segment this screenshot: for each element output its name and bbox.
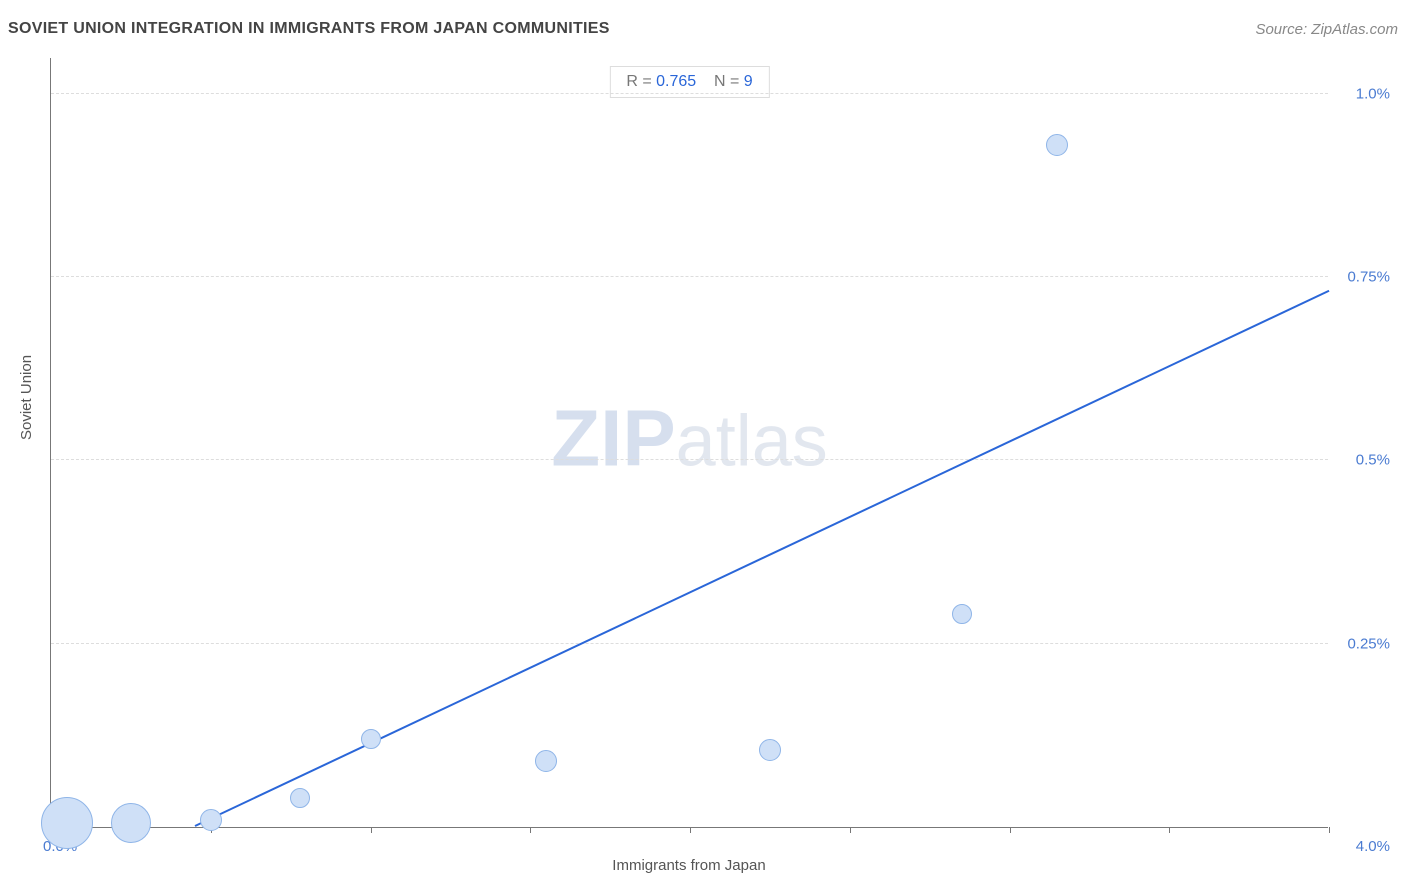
x-tick-label-max: 4.0%: [1356, 838, 1390, 855]
data-point: [111, 803, 151, 843]
x-axis-label: Immigrants from Japan: [50, 857, 1328, 874]
watermark-bold: ZIP: [551, 393, 675, 482]
x-tick: [1329, 827, 1330, 833]
n-label: N =: [714, 73, 739, 90]
data-point: [41, 797, 93, 849]
r-label: R =: [626, 73, 651, 90]
y-tick-label: 0.25%: [1347, 635, 1390, 652]
gridline-h: [51, 93, 1328, 94]
data-point: [361, 729, 381, 749]
gridline-h: [51, 276, 1328, 277]
y-tick-label: 0.5%: [1356, 452, 1390, 469]
data-point: [200, 809, 222, 831]
source-attribution: Source: ZipAtlas.com: [1255, 21, 1398, 38]
x-tick: [1169, 827, 1170, 833]
watermark: ZIPatlas: [551, 392, 828, 484]
x-tick: [1010, 827, 1011, 833]
data-point: [952, 604, 972, 624]
scatter-plot: ZIPatlas R = 0.765 N = 9 0.0% 4.0% 0.25%…: [50, 58, 1328, 828]
data-point: [290, 788, 310, 808]
x-tick: [530, 827, 531, 833]
data-point: [535, 750, 557, 772]
x-tick: [690, 827, 691, 833]
y-tick-label: 1.0%: [1356, 85, 1390, 102]
y-tick-label: 0.75%: [1347, 269, 1390, 286]
chart-title: SOVIET UNION INTEGRATION IN IMMIGRANTS F…: [8, 20, 610, 38]
chart-header: SOVIET UNION INTEGRATION IN IMMIGRANTS F…: [8, 20, 1398, 38]
x-tick: [371, 827, 372, 833]
data-point: [1046, 134, 1068, 156]
n-value: 9: [744, 73, 753, 90]
x-tick: [850, 827, 851, 833]
y-axis-label: Soviet Union: [18, 355, 35, 440]
gridline-h: [51, 459, 1328, 460]
data-point: [759, 739, 781, 761]
watermark-rest: atlas: [676, 401, 828, 481]
gridline-h: [51, 643, 1328, 644]
r-value: 0.765: [656, 73, 696, 90]
